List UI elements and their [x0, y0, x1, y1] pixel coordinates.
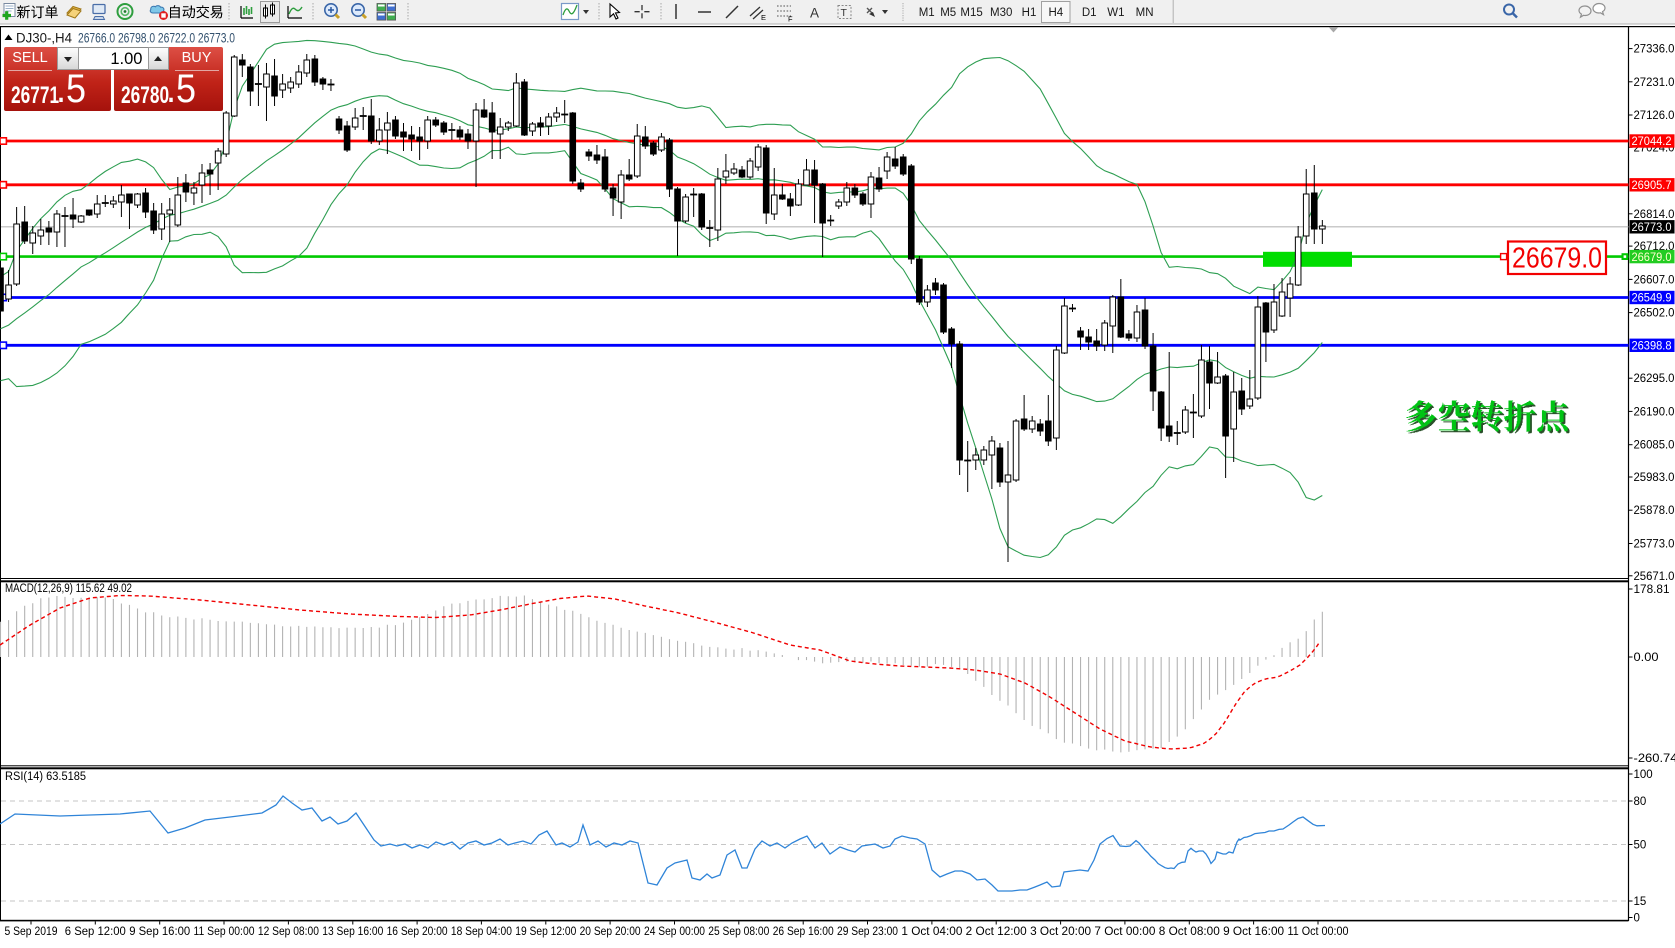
svg-text:0: 0 [1634, 913, 1640, 925]
svg-text:9 Sep 16:00: 9 Sep 16:00 [129, 926, 190, 938]
svg-text:27126.0: 27126.0 [1634, 110, 1675, 122]
svg-text:MACD(12,26,9) 115.62 49.02: MACD(12,26,9) 115.62 49.02 [5, 583, 132, 595]
svg-text:5 Sep 2019: 5 Sep 2019 [5, 926, 58, 938]
svg-text:2 Oct 12:00: 2 Oct 12:00 [966, 926, 1027, 938]
svg-text:26 Sep 16:00: 26 Sep 16:00 [773, 926, 834, 938]
svg-text:H4: H4 [1048, 7, 1063, 19]
svg-text:RSI(14) 63.5185: RSI(14) 63.5185 [5, 771, 86, 783]
svg-text:D1: D1 [1082, 7, 1097, 19]
svg-text:26549.9: 26549.9 [1632, 293, 1672, 305]
svg-text:20 Sep 20:00: 20 Sep 20:00 [580, 926, 641, 938]
svg-text:50: 50 [1634, 840, 1647, 852]
svg-text:MN: MN [1136, 7, 1154, 19]
svg-text:6 Sep 12:00: 6 Sep 12:00 [65, 926, 126, 938]
svg-text:25671.0: 25671.0 [1634, 571, 1675, 583]
svg-text:25 Sep 08:00: 25 Sep 08:00 [708, 926, 769, 938]
svg-text:3 Oct 20:00: 3 Oct 20:00 [1030, 926, 1091, 938]
svg-text:M15: M15 [960, 7, 982, 19]
svg-text:E: E [761, 13, 766, 22]
svg-text:26607.0: 26607.0 [1634, 274, 1675, 286]
svg-text:26295.0: 26295.0 [1634, 373, 1675, 385]
svg-text:16 Sep 20:00: 16 Sep 20:00 [387, 926, 448, 938]
svg-text:26773.0: 26773.0 [1632, 222, 1672, 234]
svg-text:M1: M1 [919, 7, 935, 19]
svg-text:9 Oct 16:00: 9 Oct 16:00 [1223, 926, 1284, 938]
svg-text:11 Sep 00:00: 11 Sep 00:00 [194, 926, 255, 938]
svg-text:26766.0 26798.0 26722.0 26773.: 26766.0 26798.0 26722.0 26773.0 [78, 31, 235, 46]
svg-text:T: T [841, 7, 848, 19]
svg-text:25878.0: 25878.0 [1634, 505, 1675, 517]
svg-text:26814.0: 26814.0 [1634, 209, 1675, 221]
svg-text:8 Oct 08:00: 8 Oct 08:00 [1159, 926, 1220, 938]
svg-text:H1: H1 [1022, 7, 1037, 19]
svg-text:15: 15 [1634, 896, 1647, 908]
svg-text:19 Sep 12:00: 19 Sep 12:00 [515, 926, 576, 938]
svg-text:100: 100 [1634, 769, 1653, 781]
svg-text:W1: W1 [1107, 7, 1124, 19]
svg-text:27231.0: 27231.0 [1634, 77, 1675, 89]
svg-text:M30: M30 [990, 7, 1012, 19]
svg-text:18 Sep 04:00: 18 Sep 04:00 [451, 926, 512, 938]
svg-text:80: 80 [1634, 796, 1647, 808]
svg-text:24 Sep 00:00: 24 Sep 00:00 [644, 926, 705, 938]
svg-text:29 Sep 23:00: 29 Sep 23:00 [837, 926, 898, 938]
svg-text:26190.0: 26190.0 [1634, 406, 1675, 418]
svg-text:M5: M5 [940, 7, 956, 19]
svg-text:26502.0: 26502.0 [1634, 308, 1675, 320]
svg-text:1 Oct 04:00: 1 Oct 04:00 [901, 926, 962, 938]
svg-text:7 Oct 00:00: 7 Oct 00:00 [1094, 926, 1155, 938]
svg-text:25983.0: 25983.0 [1634, 472, 1675, 484]
svg-text:26679.0: 26679.0 [1632, 252, 1672, 264]
svg-text:DJ30-,H4: DJ30-,H4 [16, 31, 72, 46]
svg-text:26398.8: 26398.8 [1632, 341, 1672, 353]
svg-text:12 Sep 08:00: 12 Sep 08:00 [258, 926, 319, 938]
svg-text:26905.7: 26905.7 [1632, 180, 1672, 192]
svg-text:11 Oct 00:00: 11 Oct 00:00 [1288, 926, 1349, 938]
svg-text:0.00: 0.00 [1634, 652, 1659, 664]
svg-text:-260.74: -260.74 [1634, 753, 1675, 765]
svg-text:178.81: 178.81 [1634, 584, 1670, 596]
svg-text:27336.0: 27336.0 [1634, 44, 1675, 56]
svg-text:13 Sep 16:00: 13 Sep 16:00 [322, 926, 383, 938]
svg-text:25773.0: 25773.0 [1634, 539, 1675, 551]
svg-text:27044.2: 27044.2 [1632, 136, 1672, 148]
svg-text:A: A [810, 6, 819, 21]
svg-text:F: F [788, 15, 793, 24]
svg-text:26679.0: 26679.0 [1512, 243, 1602, 275]
svg-text:26085.0: 26085.0 [1634, 440, 1675, 452]
